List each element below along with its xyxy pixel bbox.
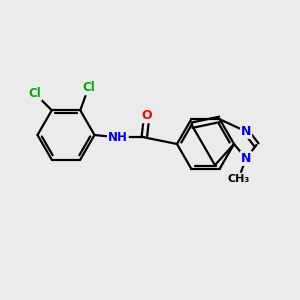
Text: Cl: Cl <box>82 81 95 94</box>
Text: N: N <box>241 125 251 138</box>
Text: O: O <box>141 109 152 122</box>
Text: N: N <box>241 152 251 165</box>
Text: NH: NH <box>108 131 128 144</box>
Text: Cl: Cl <box>28 87 41 100</box>
Text: CH₃: CH₃ <box>227 174 250 184</box>
